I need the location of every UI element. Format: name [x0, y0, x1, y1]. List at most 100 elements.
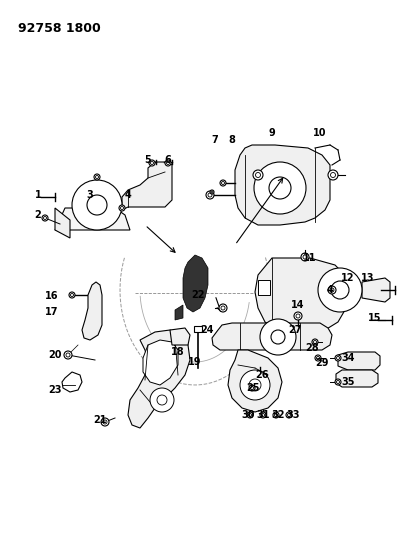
Circle shape: [249, 385, 255, 391]
Circle shape: [157, 395, 167, 405]
Circle shape: [337, 357, 339, 359]
Text: 31: 31: [256, 410, 270, 420]
Circle shape: [254, 162, 306, 214]
Circle shape: [314, 341, 316, 343]
Polygon shape: [212, 323, 332, 350]
Circle shape: [286, 412, 292, 418]
Circle shape: [294, 312, 302, 320]
Polygon shape: [228, 350, 282, 412]
Circle shape: [94, 174, 100, 180]
Text: 17: 17: [45, 307, 59, 317]
Circle shape: [240, 370, 270, 400]
Polygon shape: [194, 326, 202, 332]
Text: 1: 1: [35, 190, 41, 200]
Text: 8: 8: [229, 135, 235, 145]
Text: 14: 14: [291, 300, 305, 310]
Text: 18: 18: [171, 347, 185, 357]
Circle shape: [87, 195, 107, 215]
Text: 4: 4: [125, 190, 131, 200]
Circle shape: [210, 190, 214, 194]
Circle shape: [256, 173, 260, 177]
Circle shape: [71, 294, 73, 296]
Polygon shape: [183, 255, 208, 312]
Polygon shape: [258, 280, 270, 295]
Text: 13: 13: [361, 273, 375, 283]
Circle shape: [101, 418, 109, 426]
Circle shape: [315, 355, 321, 361]
Text: 28: 28: [305, 343, 319, 353]
Circle shape: [150, 388, 174, 412]
Text: 29: 29: [315, 358, 329, 368]
Polygon shape: [338, 352, 380, 370]
Polygon shape: [82, 282, 102, 340]
Text: 4: 4: [327, 285, 333, 295]
Polygon shape: [362, 278, 390, 302]
Circle shape: [149, 160, 155, 166]
Text: 23: 23: [48, 385, 62, 395]
Text: 30: 30: [241, 410, 255, 420]
Circle shape: [66, 353, 70, 357]
Circle shape: [316, 357, 320, 359]
Polygon shape: [170, 328, 190, 345]
Circle shape: [251, 386, 254, 390]
Circle shape: [206, 191, 214, 199]
Polygon shape: [235, 145, 330, 225]
Text: 12: 12: [341, 273, 355, 283]
Circle shape: [269, 177, 291, 199]
Circle shape: [69, 292, 75, 298]
Circle shape: [271, 330, 285, 344]
Circle shape: [301, 253, 309, 261]
Circle shape: [211, 191, 213, 193]
Circle shape: [96, 175, 98, 179]
Circle shape: [296, 314, 300, 318]
Text: 11: 11: [303, 253, 317, 263]
Text: 19: 19: [188, 357, 202, 367]
Circle shape: [150, 161, 154, 165]
Text: 6: 6: [165, 155, 172, 165]
Circle shape: [221, 306, 225, 310]
Circle shape: [249, 379, 261, 391]
Text: 10: 10: [313, 128, 327, 138]
Polygon shape: [175, 305, 183, 320]
Polygon shape: [62, 372, 82, 392]
Circle shape: [249, 414, 252, 416]
Circle shape: [44, 216, 46, 220]
Polygon shape: [143, 340, 178, 385]
Circle shape: [166, 161, 170, 165]
Text: 5: 5: [145, 155, 151, 165]
Circle shape: [318, 268, 362, 312]
Circle shape: [328, 286, 336, 294]
Circle shape: [335, 379, 341, 385]
Circle shape: [328, 170, 338, 180]
Text: 92758 1800: 92758 1800: [18, 22, 101, 35]
Circle shape: [219, 304, 227, 312]
Circle shape: [287, 414, 291, 416]
Text: 7: 7: [212, 135, 218, 145]
Circle shape: [253, 170, 263, 180]
Text: 15: 15: [368, 313, 382, 323]
Circle shape: [103, 420, 107, 424]
Text: 33: 33: [286, 410, 300, 420]
Circle shape: [72, 180, 122, 230]
Polygon shape: [128, 330, 190, 428]
Text: 22: 22: [191, 290, 205, 300]
Circle shape: [330, 173, 335, 177]
Text: 16: 16: [45, 291, 59, 301]
Text: 34: 34: [341, 353, 355, 363]
Polygon shape: [255, 258, 345, 335]
Circle shape: [260, 412, 266, 418]
Circle shape: [220, 180, 226, 186]
Circle shape: [165, 160, 171, 166]
Circle shape: [273, 412, 279, 418]
Circle shape: [262, 414, 264, 416]
Text: 32: 32: [271, 410, 285, 420]
Circle shape: [64, 351, 72, 359]
Circle shape: [247, 412, 253, 418]
Text: 24: 24: [200, 325, 214, 335]
Text: 3: 3: [87, 190, 93, 200]
Circle shape: [121, 206, 123, 209]
Text: 21: 21: [93, 415, 107, 425]
Text: 26: 26: [255, 370, 269, 380]
Circle shape: [208, 193, 212, 197]
Polygon shape: [336, 370, 378, 387]
